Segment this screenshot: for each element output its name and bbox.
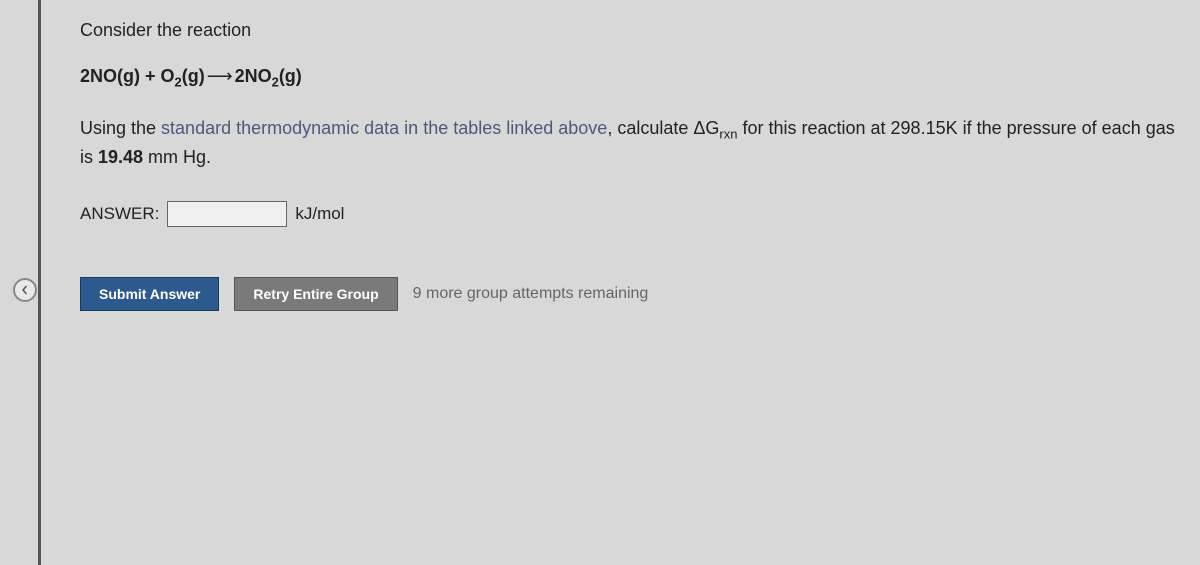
reactant2-subscript: 2 <box>175 75 182 90</box>
button-row: Submit Answer Retry Entire Group 9 more … <box>80 277 1190 311</box>
instruction-text: Using the standard thermodynamic data in… <box>80 115 1190 171</box>
instruction-part2: , calculate <box>607 118 693 138</box>
attempts-remaining: 9 more group attempts remaining <box>413 285 649 303</box>
pressure-value: 19.48 <box>98 147 143 167</box>
answer-row: ANSWER: kJ/mol <box>80 201 1190 227</box>
answer-input[interactable] <box>167 201 287 227</box>
reactant2-base: O <box>161 66 175 86</box>
product-base: 2NO <box>235 66 272 86</box>
chevron-left-icon <box>20 285 30 295</box>
submit-answer-button[interactable]: Submit Answer <box>80 277 219 311</box>
reaction-arrow: ⟶ <box>207 66 233 87</box>
intro-text: Consider the reaction <box>80 20 1190 41</box>
reactant1: 2NO(g) <box>80 66 140 86</box>
answer-unit: kJ/mol <box>295 204 344 224</box>
instruction-part1: Using the <box>80 118 161 138</box>
rxn-subscript: rxn <box>719 126 737 141</box>
product-phase: (g) <box>279 66 302 86</box>
plus-sign: + <box>140 66 161 86</box>
chemical-equation: 2NO(g) + O2(g)⟶2NO2(g) <box>80 66 1190 90</box>
question-content: Consider the reaction 2NO(g) + O2(g)⟶2NO… <box>80 0 1200 311</box>
answer-label: ANSWER: <box>80 204 159 224</box>
delta-g-symbol: ΔG <box>693 118 719 138</box>
instruction-part4: mm Hg. <box>143 147 211 167</box>
thermodynamic-data-link[interactable]: standard thermodynamic data in the table… <box>161 118 607 138</box>
nav-previous-button[interactable] <box>13 278 37 302</box>
left-divider <box>38 0 41 565</box>
product-subscript: 2 <box>272 75 279 90</box>
retry-group-button[interactable]: Retry Entire Group <box>234 277 397 311</box>
reactant2-phase: (g) <box>182 66 205 86</box>
